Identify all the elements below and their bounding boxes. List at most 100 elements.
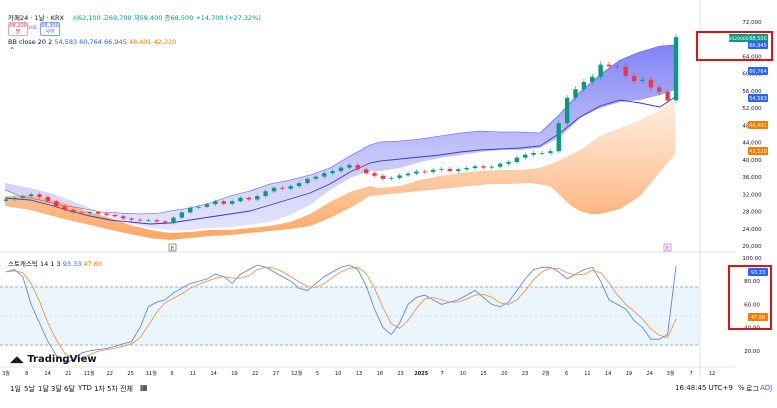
candle[interactable] <box>347 165 352 168</box>
candle[interactable] <box>171 217 176 224</box>
candle[interactable] <box>162 221 168 224</box>
adj-toggle[interactable]: ADJ <box>760 384 773 392</box>
candle[interactable] <box>179 212 185 218</box>
candle[interactable] <box>3 199 9 201</box>
candle[interactable] <box>497 163 503 167</box>
candle[interactable] <box>112 214 118 217</box>
percent-toggle[interactable]: % <box>738 384 745 392</box>
candle[interactable] <box>28 194 34 197</box>
candle[interactable] <box>414 171 419 174</box>
candle[interactable] <box>221 201 226 204</box>
candle[interactable] <box>246 197 252 200</box>
candle[interactable] <box>95 211 101 214</box>
candle[interactable] <box>196 206 201 208</box>
candle[interactable] <box>79 212 84 214</box>
candle[interactable] <box>548 151 553 153</box>
buy-button[interactable]: 68,300 사이 <box>40 22 60 36</box>
stoch-legend[interactable]: 스토캐스틱 14 1 3 93.33 47.60 <box>8 258 102 268</box>
candle[interactable] <box>146 220 151 221</box>
candle[interactable] <box>372 173 377 176</box>
candle[interactable] <box>573 89 578 98</box>
candle[interactable] <box>296 183 302 187</box>
symbol-title[interactable]: 카페24 · 1날 · KRX <box>8 14 64 22</box>
range-all[interactable]: 전체 <box>120 385 133 393</box>
candle[interactable] <box>87 211 92 214</box>
candle[interactable] <box>506 162 511 164</box>
candle[interactable] <box>45 196 51 202</box>
candle[interactable] <box>363 169 369 174</box>
candle[interactable] <box>229 201 235 204</box>
candle[interactable] <box>539 152 545 154</box>
range-5y[interactable]: 5차 <box>107 385 118 393</box>
range-5d[interactable]: 5날 <box>24 385 35 393</box>
candle[interactable] <box>397 175 402 178</box>
candle[interactable] <box>313 176 319 179</box>
candle[interactable] <box>657 87 662 92</box>
candle[interactable] <box>70 209 76 213</box>
candle[interactable] <box>330 171 335 174</box>
candle[interactable] <box>606 64 612 67</box>
candle[interactable] <box>523 154 528 158</box>
range-ytd[interactable]: YTD <box>78 384 92 392</box>
candle[interactable] <box>54 201 59 207</box>
candle[interactable] <box>422 171 427 173</box>
candle[interactable] <box>338 167 344 172</box>
candle[interactable] <box>62 206 67 210</box>
candle[interactable] <box>665 91 670 101</box>
candle[interactable] <box>514 157 520 162</box>
candle[interactable] <box>615 66 620 68</box>
candle[interactable] <box>305 178 310 184</box>
clock-time[interactable]: 16:48:45 UTC+9 <box>675 384 733 392</box>
candle[interactable] <box>556 123 561 152</box>
candle[interactable] <box>137 219 143 221</box>
candle[interactable] <box>280 187 285 189</box>
candle[interactable] <box>380 175 386 179</box>
collapse-icon[interactable]: ⌃ <box>9 46 16 55</box>
candle[interactable] <box>213 201 218 205</box>
candle[interactable] <box>255 196 260 200</box>
candle[interactable] <box>322 173 327 177</box>
log-toggle[interactable]: 로그 <box>746 385 759 393</box>
candle[interactable] <box>623 66 628 76</box>
sell-button[interactable]: 68,200 팔 <box>8 22 28 36</box>
candle[interactable] <box>640 79 645 82</box>
candle[interactable] <box>590 76 595 82</box>
candle[interactable] <box>121 216 126 219</box>
candle[interactable] <box>129 218 134 220</box>
candle[interactable] <box>531 152 536 155</box>
candle[interactable] <box>439 168 444 170</box>
candle[interactable] <box>598 64 603 77</box>
candle[interactable] <box>631 75 637 82</box>
range-1d[interactable]: 1일 <box>10 385 21 393</box>
candle[interactable] <box>20 196 25 198</box>
range-6m[interactable]: 6달 <box>64 385 75 393</box>
candle[interactable] <box>204 204 210 207</box>
candle[interactable] <box>464 168 469 170</box>
range-1m[interactable]: 1달 <box>38 385 49 393</box>
candle[interactable] <box>489 166 494 168</box>
candle[interactable] <box>263 191 268 197</box>
bb-legend[interactable]: BB close 20 2 54,583 60,764 66,945 48,40… <box>8 38 176 46</box>
candle[interactable] <box>37 194 42 197</box>
candle[interactable] <box>472 166 478 169</box>
range-1y[interactable]: 1차 <box>94 385 105 393</box>
candle[interactable] <box>12 197 17 200</box>
candle[interactable] <box>430 169 436 172</box>
candle[interactable] <box>581 81 587 90</box>
candle[interactable] <box>271 187 277 192</box>
candle[interactable] <box>104 213 109 215</box>
candle[interactable] <box>456 169 461 172</box>
candle[interactable] <box>673 37 679 101</box>
candle[interactable] <box>447 168 453 172</box>
candle[interactable] <box>355 165 360 170</box>
calendar-icon[interactable]: ▦ <box>140 383 148 392</box>
candle[interactable] <box>188 207 193 213</box>
candle[interactable] <box>154 220 159 222</box>
candle[interactable] <box>648 79 654 88</box>
candle[interactable] <box>564 97 570 124</box>
candle[interactable] <box>288 186 293 189</box>
candle[interactable] <box>481 166 486 168</box>
candle[interactable] <box>389 177 394 179</box>
candle[interactable] <box>238 197 243 202</box>
candle[interactable] <box>405 173 411 176</box>
